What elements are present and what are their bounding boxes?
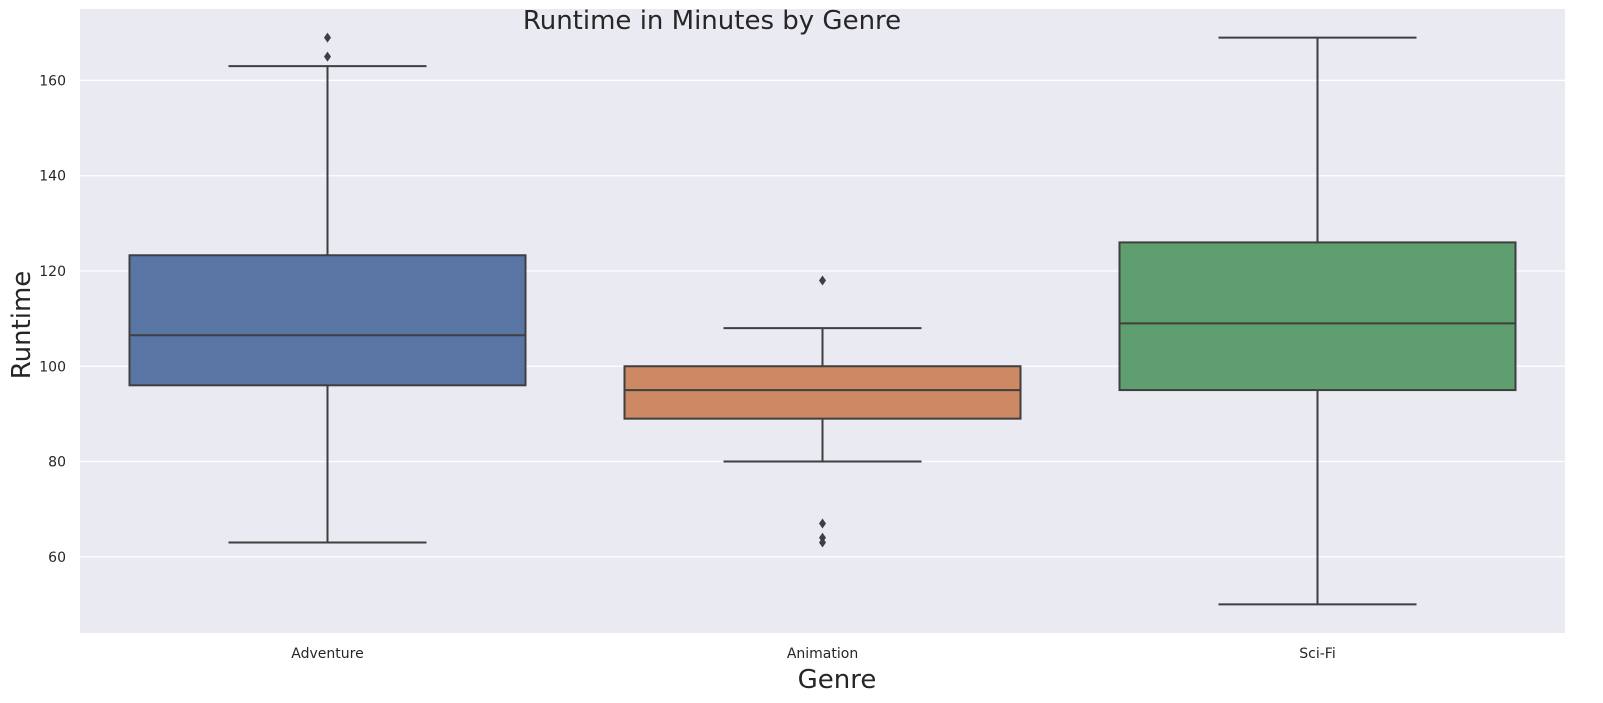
x-tick-labels: Adventure Animation Sci-Fi bbox=[291, 646, 1335, 662]
y-tick-labels: 60 80 100 120 140 160 bbox=[39, 73, 66, 565]
x-axis-title: Genre bbox=[798, 665, 877, 695]
y-tick-label: 120 bbox=[39, 264, 66, 280]
outlier-point bbox=[819, 537, 826, 548]
x-tick-label: Sci-Fi bbox=[1299, 646, 1335, 662]
box-animation bbox=[623, 275, 1022, 548]
y-tick-label: 60 bbox=[48, 550, 66, 566]
boxes bbox=[128, 32, 1517, 606]
box-sci-fi bbox=[1118, 36, 1517, 606]
y-axis-title: Runtime bbox=[7, 271, 37, 380]
outlier-point bbox=[324, 32, 331, 43]
chart-title: Runtime in Minutes by Genre bbox=[523, 6, 901, 36]
y-tick-label: 160 bbox=[39, 73, 66, 89]
box-iqr bbox=[623, 365, 1022, 420]
box-adventure bbox=[128, 32, 527, 544]
y-tick-label: 140 bbox=[39, 169, 66, 185]
y-tick-label: 80 bbox=[48, 455, 66, 471]
outlier-point bbox=[324, 51, 331, 62]
outlier-point bbox=[819, 275, 826, 286]
y-tick-label: 100 bbox=[39, 359, 66, 375]
box-iqr bbox=[1118, 241, 1517, 392]
x-tick-label: Adventure bbox=[291, 646, 363, 662]
x-tick-label: Animation bbox=[787, 646, 858, 662]
box-iqr bbox=[128, 254, 527, 387]
outlier-point bbox=[819, 518, 826, 529]
